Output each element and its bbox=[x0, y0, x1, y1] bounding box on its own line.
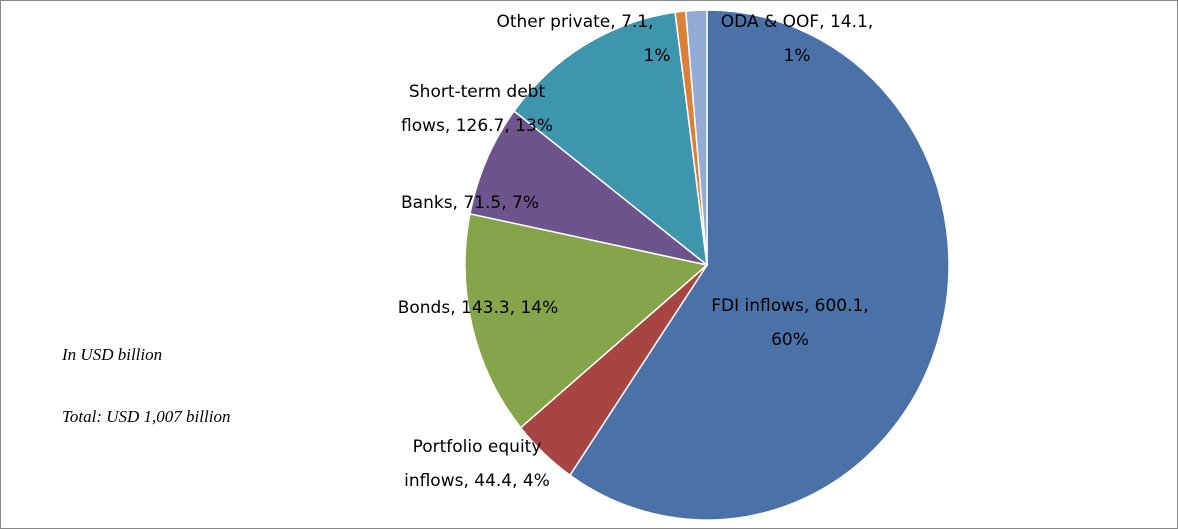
data-label: 1% bbox=[644, 46, 671, 66]
pie-slice bbox=[464, 212, 709, 429]
pie-slice bbox=[684, 9, 708, 266]
data-label: FDI inflows, 600.1, bbox=[711, 296, 869, 316]
data-label: 1% bbox=[784, 46, 811, 66]
data-label: Bonds, 143.3, 14% bbox=[398, 298, 559, 318]
data-label: inflows, 44.4, 4% bbox=[404, 471, 550, 491]
annotation: Total: USD 1,007 billion bbox=[62, 407, 230, 426]
data-label: ODA & OOF, 14.1, bbox=[721, 12, 873, 32]
pie-slice bbox=[568, 9, 950, 521]
annotation: In USD billion bbox=[61, 345, 162, 364]
data-label: Banks, 71.5, 7% bbox=[401, 193, 539, 213]
pie-slice bbox=[513, 11, 708, 267]
data-label: Short-term debt bbox=[409, 82, 546, 102]
pie-slice bbox=[469, 109, 708, 266]
data-label: 60% bbox=[771, 330, 809, 350]
data-label: Other private, 7.1, bbox=[496, 12, 653, 32]
data-label: Portfolio equity bbox=[413, 437, 542, 457]
data-label: flows, 126.7, 13% bbox=[401, 116, 553, 136]
